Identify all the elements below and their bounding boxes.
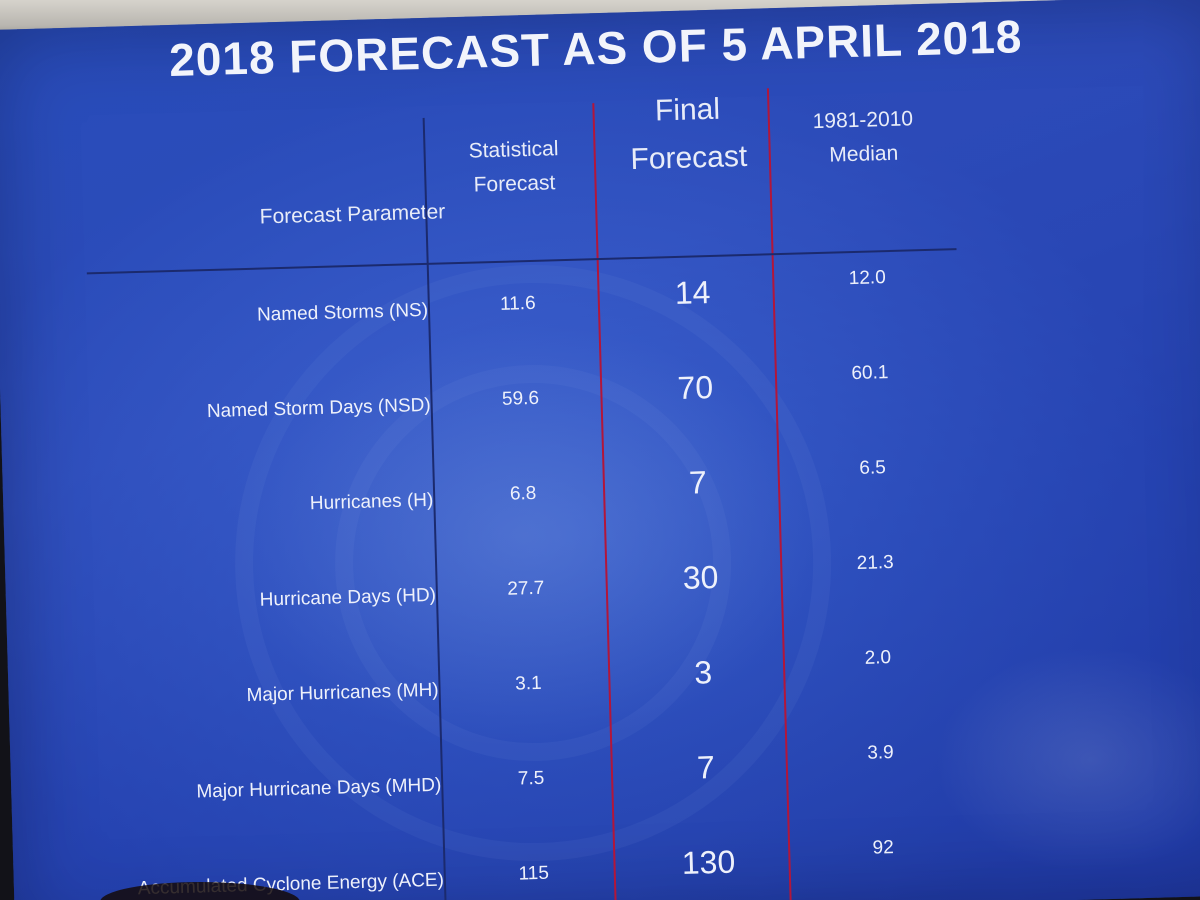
header-final-line: Final: [654, 92, 721, 128]
row-final-value: 7: [688, 464, 708, 501]
row-median-value: 3.9: [867, 742, 895, 764]
row-final-value: 70: [676, 368, 714, 406]
row-statistical-value: 11.6: [499, 292, 536, 315]
row-final-value: 130: [681, 843, 736, 882]
audience-head-shadow: [100, 882, 300, 900]
header-statistical-line: Statistical: [468, 137, 559, 163]
row-median-value: 21.3: [856, 551, 894, 575]
row-final-value: 7: [696, 749, 716, 786]
row-median-value: 6.5: [859, 457, 887, 479]
row-final-value: 3: [693, 654, 713, 691]
header-forecast-parameter: Forecast Parameter: [259, 200, 446, 229]
header-statistical-line: Forecast: [473, 171, 556, 197]
row-statistical-value: 27.7: [507, 577, 545, 600]
row-median-value: 2.0: [864, 647, 892, 669]
header-median-line: 1981-2010: [812, 107, 914, 134]
row-final-value: 30: [682, 558, 719, 596]
row-median-value: 92: [872, 837, 895, 859]
row-statistical-value: 59.6: [501, 387, 540, 410]
row-statistical-value: 3.1: [514, 672, 542, 695]
header-final-line: Forecast: [630, 139, 748, 177]
row-final-value: 14: [674, 273, 711, 311]
row-statistical-value: 7.5: [517, 767, 545, 790]
row-median-value: 60.1: [851, 362, 889, 385]
header-median-line: Median: [829, 141, 899, 167]
row-statistical-value: 6.8: [509, 482, 537, 505]
row-median-value: 12.0: [848, 267, 887, 290]
row-statistical-value: 115: [518, 862, 550, 885]
